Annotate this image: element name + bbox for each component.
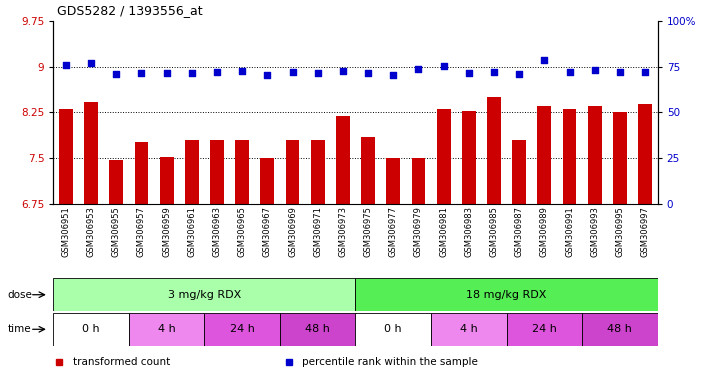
Point [211, 68, 223, 74]
Bar [286, 140, 299, 204]
Bar [613, 113, 627, 204]
Point [363, 70, 374, 76]
Bar [53, 278, 356, 311]
Text: transformed count: transformed count [73, 357, 170, 367]
Point [387, 71, 399, 78]
Bar [538, 106, 551, 204]
Bar [506, 313, 582, 346]
Point [85, 60, 97, 66]
Point [438, 63, 449, 69]
Text: 24 h: 24 h [532, 324, 557, 334]
Bar [134, 142, 149, 204]
Bar [386, 158, 400, 204]
Point [262, 71, 273, 78]
Bar [582, 313, 658, 346]
Bar [260, 158, 274, 204]
Bar [109, 160, 123, 204]
Bar [588, 106, 602, 204]
Bar [336, 116, 350, 204]
Text: 4 h: 4 h [460, 324, 478, 334]
Text: 4 h: 4 h [158, 324, 176, 334]
Point [463, 70, 474, 76]
Bar [311, 140, 325, 204]
Point [513, 71, 525, 77]
Text: 24 h: 24 h [230, 324, 255, 334]
Bar [84, 102, 98, 204]
Text: GDS5282 / 1393556_at: GDS5282 / 1393556_at [57, 4, 203, 17]
Bar [356, 313, 431, 346]
Point [237, 68, 248, 74]
Bar [431, 313, 506, 346]
Point [60, 62, 72, 68]
Bar [437, 109, 451, 204]
Point [488, 68, 500, 74]
Point [161, 70, 172, 76]
Point [589, 67, 600, 73]
Text: dose: dose [7, 290, 32, 300]
Bar [59, 109, 73, 204]
Bar [160, 157, 173, 204]
Bar [185, 140, 199, 204]
Bar [235, 140, 249, 204]
Text: 3 mg/kg RDX: 3 mg/kg RDX [168, 290, 241, 300]
Bar [356, 278, 658, 311]
Text: 0 h: 0 h [82, 324, 100, 334]
Bar [280, 313, 356, 346]
Point [337, 68, 348, 74]
Bar [562, 109, 577, 204]
Bar [129, 313, 205, 346]
Point [111, 71, 122, 77]
Point [312, 70, 324, 76]
Point [614, 68, 626, 74]
Point [136, 70, 147, 76]
Point [539, 57, 550, 63]
Bar [512, 140, 526, 204]
Bar [205, 313, 280, 346]
Text: 48 h: 48 h [607, 324, 632, 334]
Point [413, 65, 424, 71]
Text: 48 h: 48 h [305, 324, 330, 334]
Bar [462, 111, 476, 204]
Text: 18 mg/kg RDX: 18 mg/kg RDX [466, 290, 547, 300]
Bar [487, 97, 501, 204]
Bar [361, 137, 375, 204]
Point [639, 69, 651, 75]
Bar [210, 140, 224, 204]
Point [564, 68, 575, 74]
Text: percentile rank within the sample: percentile rank within the sample [302, 357, 479, 367]
Text: 0 h: 0 h [385, 324, 402, 334]
Point [186, 70, 198, 76]
Bar [53, 313, 129, 346]
Bar [412, 158, 425, 204]
Point [287, 69, 298, 75]
Bar [638, 104, 652, 204]
Text: time: time [7, 324, 31, 334]
